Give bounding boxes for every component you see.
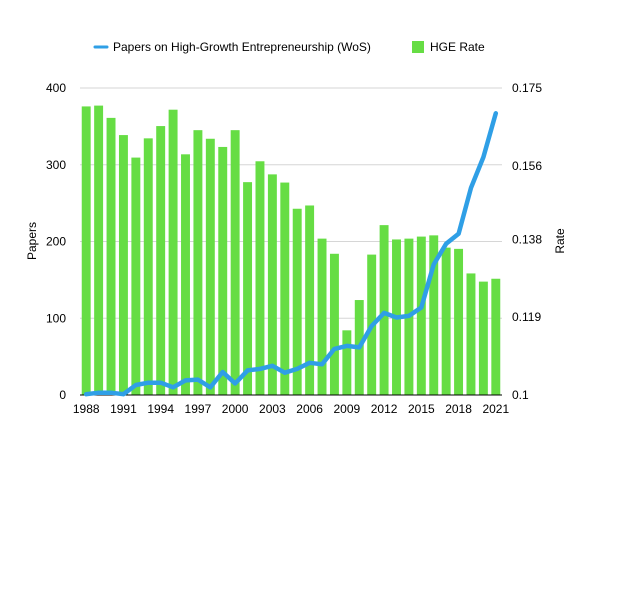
- x-tick-label: 2003: [259, 402, 286, 416]
- x-tick-label: 2012: [371, 402, 398, 416]
- x-tick-label: 1997: [185, 402, 212, 416]
- bar: [94, 105, 104, 396]
- bar: [317, 238, 327, 395]
- bar: [143, 138, 153, 395]
- line-series: [83, 111, 499, 397]
- bar: [118, 135, 128, 395]
- legend: Papers on High-Growth Entrepreneurship (…: [93, 40, 485, 54]
- bar: [478, 281, 488, 395]
- right-axis-title: Rate: [553, 228, 567, 254]
- bar: [193, 130, 203, 396]
- x-tick-label: 2021: [482, 402, 509, 416]
- x-tick-label: 2015: [408, 402, 435, 416]
- bar: [205, 138, 215, 396]
- right-tick-label: 0.1: [512, 388, 529, 402]
- bar: [156, 126, 166, 396]
- bar: [81, 106, 91, 396]
- bar: [329, 253, 339, 395]
- bar: [466, 273, 476, 395]
- bar: [181, 154, 190, 395]
- bar: [491, 278, 501, 395]
- x-tick-label: 1991: [110, 402, 137, 416]
- left-tick-label: 100: [46, 311, 66, 325]
- bar: [416, 236, 426, 395]
- left-tick-label: 200: [46, 235, 66, 249]
- x-axis-ticks: 1988 1991 1994 1997 2000 2003 2006 2009 2012 2015…: [73, 402, 510, 416]
- x-tick-label: 2000: [222, 402, 249, 416]
- bar: [280, 182, 290, 395]
- bar: [218, 146, 228, 395]
- bar: [243, 182, 253, 395]
- bars: [81, 105, 501, 396]
- x-tick-label: 1988: [73, 402, 100, 416]
- bar: [454, 248, 464, 395]
- bar: [255, 161, 265, 395]
- right-tick-label: 0.175: [512, 81, 542, 95]
- left-tick-label: 400: [46, 81, 66, 95]
- bar: [429, 235, 439, 395]
- legend-bar-swatch: [412, 41, 424, 53]
- legend-line-label: Papers on High-Growth Entrepreneurship (…: [113, 40, 371, 54]
- series-line: [83, 111, 499, 397]
- right-tick-label: 0.138: [512, 232, 542, 246]
- bar: [305, 205, 315, 395]
- left-tick-label: 0: [59, 388, 66, 402]
- bar: [106, 117, 116, 395]
- x-tick-label: 2006: [296, 402, 323, 416]
- left-axis-title: Papers: [25, 222, 39, 260]
- left-axis-ticks: 0 100 200 300 400: [46, 81, 66, 402]
- right-axis-ticks: 0.1 0.119 0.138 0.156 0.175: [512, 81, 542, 402]
- bar: [267, 174, 277, 395]
- bar: [342, 330, 352, 395]
- right-tick-label: 0.119: [512, 310, 541, 324]
- right-tick-label: 0.156: [512, 159, 542, 173]
- x-tick-label: 2018: [445, 402, 472, 416]
- bar: [230, 130, 240, 396]
- bar: [292, 208, 302, 395]
- gridlines: [80, 87, 502, 319]
- bar: [379, 225, 389, 395]
- left-tick-label: 300: [46, 158, 66, 172]
- bar: [131, 157, 141, 395]
- bar: [441, 247, 451, 395]
- x-tick-label: 1994: [147, 402, 174, 416]
- bar: [168, 109, 178, 395]
- x-tick-label: 2009: [334, 402, 361, 416]
- legend-bar-label: HGE Rate: [430, 40, 485, 54]
